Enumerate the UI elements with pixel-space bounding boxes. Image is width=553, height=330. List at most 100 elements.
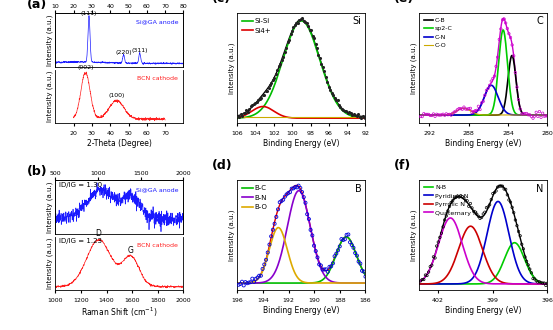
Point	[460, 105, 468, 110]
Point	[327, 91, 336, 96]
Quaternary N	[452, 220, 458, 224]
Point	[249, 102, 258, 107]
Quaternary N	[502, 282, 509, 286]
B-N	[234, 281, 241, 285]
Point	[471, 209, 479, 214]
Point	[482, 88, 491, 93]
Point	[484, 86, 493, 91]
Point	[302, 212, 311, 217]
B-C	[234, 281, 241, 285]
Point	[467, 205, 476, 211]
Point	[359, 115, 368, 120]
Legend: Si-Si, Si4+: Si-Si, Si4+	[241, 17, 273, 35]
Text: D: D	[95, 229, 101, 238]
Point	[299, 194, 308, 200]
C-N	[463, 113, 470, 117]
Point	[514, 97, 523, 102]
X-axis label: Raman Shift (cm$^{-1}$): Raman Shift (cm$^{-1}$)	[81, 306, 158, 319]
Point	[453, 107, 462, 112]
Pyridinic N	[416, 282, 422, 286]
Point	[444, 208, 452, 214]
Text: (f): (f)	[394, 159, 411, 172]
Point	[490, 74, 499, 79]
Point	[461, 198, 470, 203]
Point	[429, 254, 438, 259]
Point	[270, 221, 279, 226]
Point	[481, 210, 489, 215]
Point	[328, 92, 337, 98]
Si-Si	[328, 91, 335, 95]
C-N	[416, 113, 422, 117]
Text: (111): (111)	[81, 11, 97, 16]
Point	[258, 266, 267, 272]
Point	[530, 276, 539, 281]
Point	[341, 237, 349, 242]
Point	[274, 207, 283, 212]
Pyrrolic N	[451, 260, 457, 264]
Text: (002): (002)	[77, 65, 94, 70]
Point	[316, 263, 325, 268]
Si4+	[236, 115, 242, 119]
Point	[292, 20, 301, 26]
Point	[508, 205, 517, 210]
sp2-C	[451, 113, 458, 117]
Point	[296, 185, 305, 191]
Point	[349, 112, 358, 117]
Pyrrolic N	[451, 258, 458, 262]
Point	[465, 204, 473, 209]
Y-axis label: Intensity (a.u.): Intensity (a.u.)	[228, 43, 234, 94]
C-O	[544, 113, 551, 117]
Point	[450, 110, 459, 115]
Point	[267, 234, 275, 239]
Text: BCN cathode: BCN cathode	[138, 76, 178, 81]
C-N	[544, 113, 551, 117]
C-O	[451, 111, 457, 115]
Point	[421, 272, 430, 278]
Point	[431, 255, 440, 261]
Point	[466, 106, 475, 111]
C-O	[493, 113, 500, 117]
Point	[321, 74, 330, 80]
Point	[456, 106, 465, 111]
Point	[325, 264, 334, 270]
Point	[273, 68, 282, 73]
Text: (b): (b)	[27, 165, 48, 178]
B-O	[246, 281, 252, 285]
C-O	[463, 107, 470, 111]
Point	[241, 280, 250, 285]
sp2-C	[493, 86, 500, 90]
Point	[497, 183, 505, 189]
Point	[461, 106, 470, 112]
Point	[519, 111, 528, 116]
Text: N: N	[536, 184, 544, 194]
Point	[514, 229, 523, 234]
Point	[416, 114, 425, 119]
Point	[304, 23, 312, 28]
Point	[261, 88, 270, 94]
Point	[503, 26, 512, 31]
Point	[296, 17, 305, 22]
Y-axis label: Intensity (a.u.): Intensity (a.u.)	[410, 210, 416, 261]
Point	[337, 106, 346, 112]
C-N	[493, 91, 500, 95]
Point	[469, 109, 478, 114]
Point	[487, 197, 495, 202]
Text: Si: Si	[353, 16, 362, 26]
Point	[239, 111, 248, 116]
Point	[272, 214, 281, 219]
Point	[283, 40, 292, 45]
Point	[501, 20, 510, 26]
Point	[301, 200, 310, 205]
Si4+	[234, 115, 241, 119]
Point	[285, 38, 294, 43]
Point	[513, 84, 521, 90]
Point	[497, 26, 505, 32]
N-B	[463, 282, 470, 286]
Point	[260, 92, 269, 97]
B-O	[286, 256, 293, 260]
Point	[482, 205, 491, 210]
B-N	[283, 228, 290, 232]
Point	[476, 216, 484, 221]
Point	[358, 268, 367, 273]
Point	[298, 16, 307, 21]
